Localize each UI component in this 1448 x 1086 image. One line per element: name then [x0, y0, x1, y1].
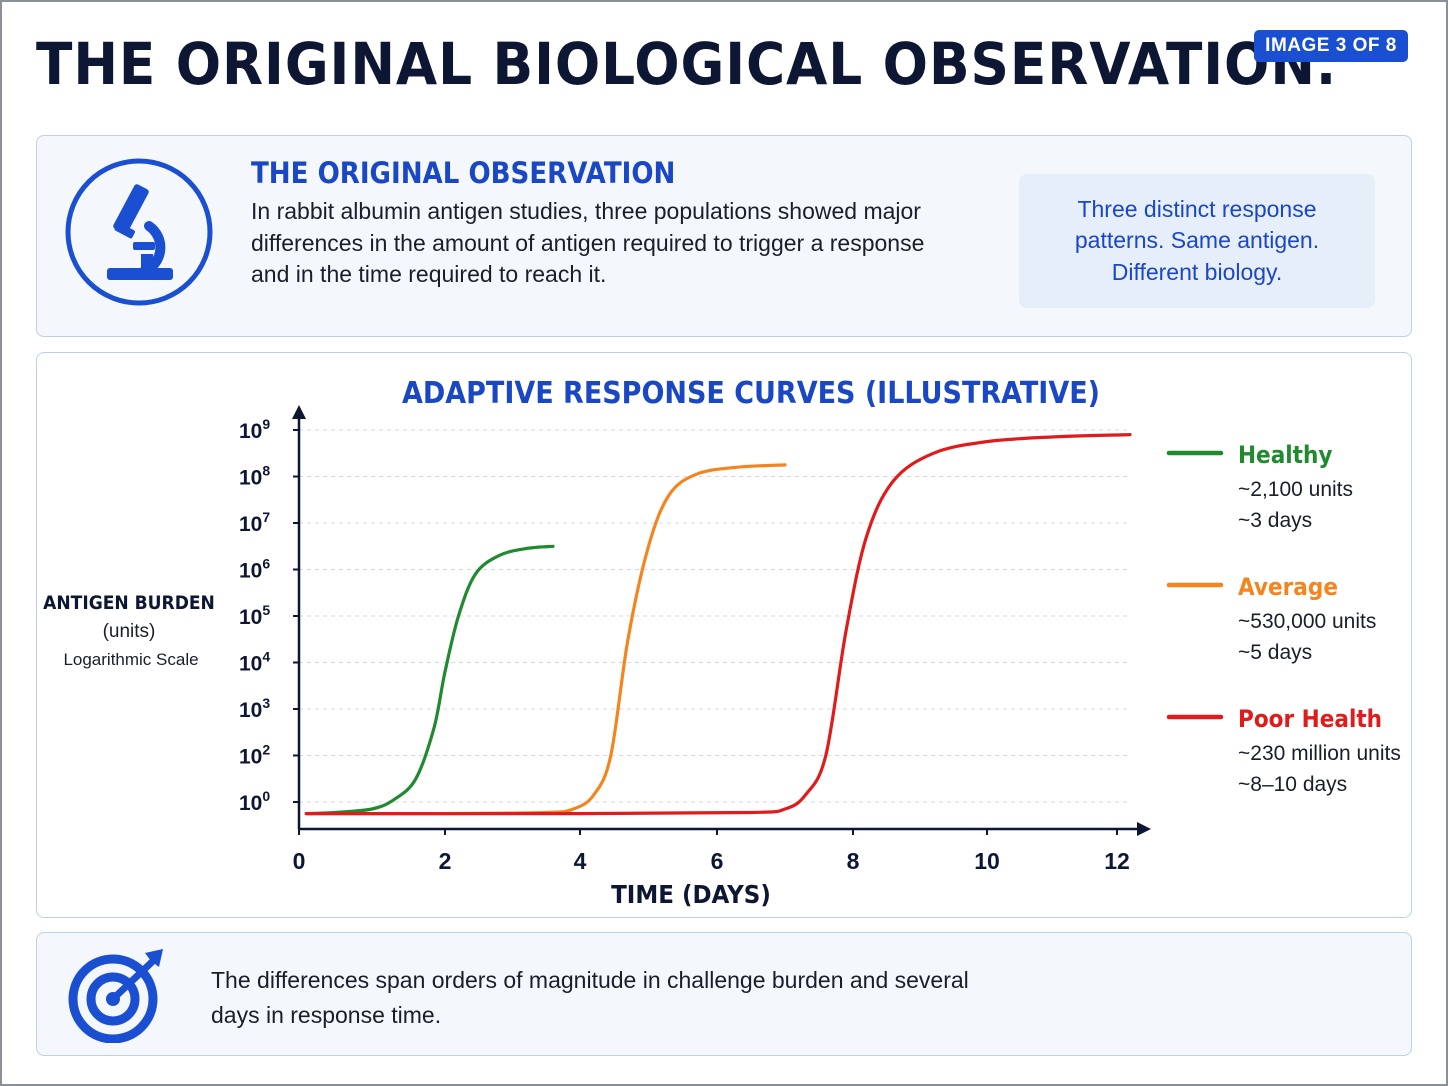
- y-tick-label: 105: [239, 602, 270, 629]
- x-axis-arrow: [1137, 822, 1151, 836]
- legend-time-poor-health: ~8–10 days: [1238, 773, 1347, 796]
- y-tick-label: 103: [239, 695, 270, 722]
- legend-name-healthy: Healthy: [1238, 442, 1333, 469]
- y-tick-label: 102: [239, 742, 270, 769]
- y-axis-arrow: [292, 405, 306, 419]
- y-axis-scale-note: Logarithmic Scale: [63, 650, 198, 669]
- series-line-average: [304, 463, 787, 816]
- y-tick-label: 106: [239, 556, 270, 583]
- y-tick-label: 107: [239, 509, 270, 536]
- x-tick-label: 8: [847, 848, 860, 874]
- legend-amount-average: ~530,000 units: [1238, 610, 1376, 633]
- observation-callout: Three distinct response patterns. Same a…: [1019, 174, 1375, 308]
- observation-card: THE ORIGINAL OBSERVATION In rabbit album…: [36, 135, 1412, 337]
- target-icon: [68, 949, 163, 1043]
- x-tick-label: 10: [974, 848, 1000, 874]
- page-title: THE ORIGINAL BIOLOGICAL OBSERVATION.: [36, 30, 1338, 98]
- y-tick-label: 108: [239, 463, 270, 490]
- x-tick-label: 0: [293, 848, 306, 874]
- chart-title: ADAPTIVE RESPONSE CURVES (ILLUSTRATIVE): [402, 376, 1100, 411]
- x-tick-label: 4: [574, 848, 587, 874]
- response-curves-chart: ADAPTIVE RESPONSE CURVES (ILLUSTRATIVE) 1…: [43, 376, 1401, 910]
- x-tick-label: 6: [711, 848, 724, 874]
- legend-time-healthy: ~3 days: [1238, 509, 1312, 532]
- legend-time-average: ~5 days: [1238, 641, 1312, 664]
- x-tick-label: 2: [439, 848, 452, 874]
- conclusion-text: The differences span orders of magnitude…: [211, 967, 969, 1028]
- y-tick-label: 104: [239, 649, 270, 676]
- observation-text: In rabbit albumin antigen studies, three…: [251, 198, 925, 287]
- chart-card: ADAPTIVE RESPONSE CURVES (ILLUSTRATIVE) 1…: [36, 352, 1412, 918]
- image-counter-badge: IMAGE 3 OF 8: [1254, 30, 1408, 62]
- legend-name-average: Average: [1238, 574, 1338, 601]
- conclusion-card: The differences span orders of magnitude…: [36, 932, 1412, 1056]
- x-tick-label: 12: [1104, 848, 1130, 874]
- y-axis-units: (units): [103, 621, 156, 642]
- microscope-icon: [65, 158, 213, 306]
- legend-amount-poor-health: ~230 million units: [1238, 742, 1401, 765]
- legend-name-poor-health: Poor Health: [1238, 706, 1382, 733]
- series-line-poor-health: [304, 433, 1132, 816]
- y-axis-label: ANTIGEN BURDEN: [43, 592, 215, 614]
- observation-title: THE ORIGINAL OBSERVATION: [251, 156, 676, 190]
- y-tick-label: 109: [239, 416, 270, 443]
- y-tick-label: 100: [239, 788, 270, 815]
- legend-amount-healthy: ~2,100 units: [1238, 478, 1353, 501]
- series-line-healthy: [304, 544, 555, 816]
- x-axis-label: TIME (DAYS): [611, 880, 771, 909]
